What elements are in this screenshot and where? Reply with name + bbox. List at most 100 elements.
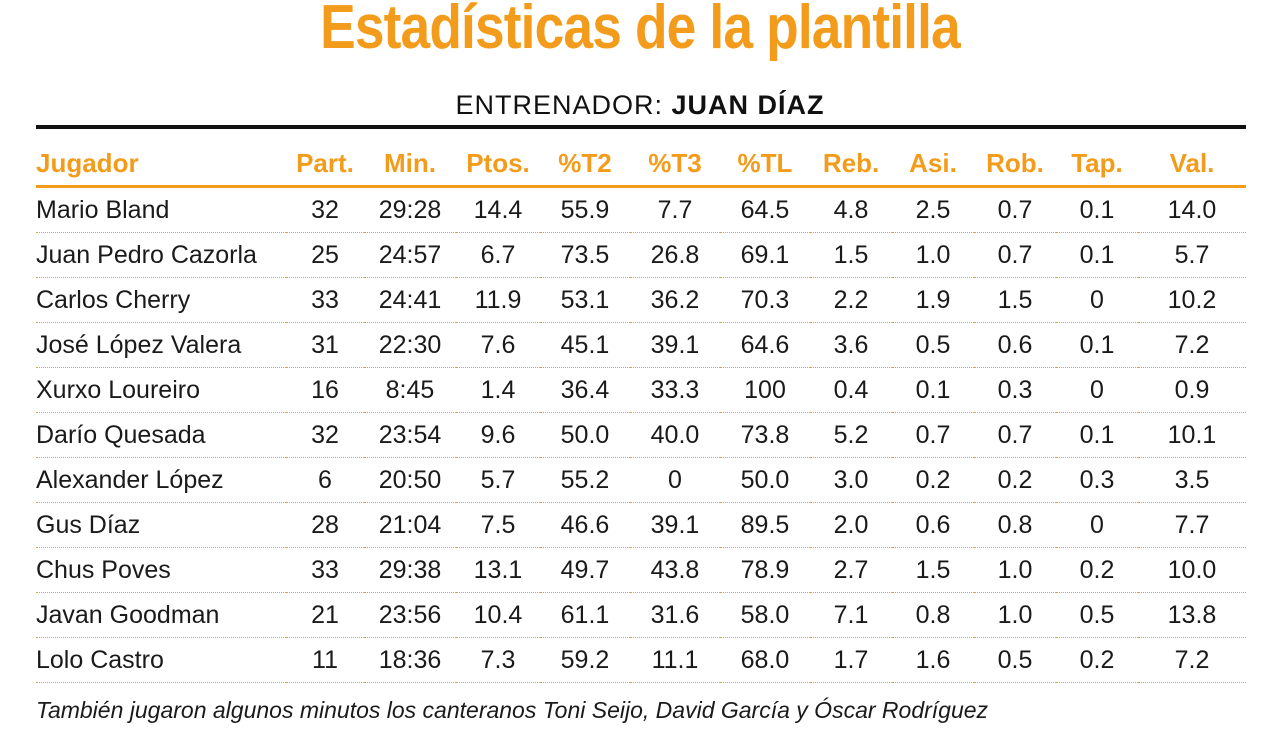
- cell-assists: 0.2: [892, 457, 974, 503]
- cell-t3-pct: 11.1: [630, 637, 720, 683]
- cell-minutes: 22:30: [364, 322, 456, 368]
- cell-minutes: 24:41: [364, 277, 456, 323]
- cell-minutes: 18:36: [364, 637, 456, 683]
- table-row: Gus Díaz 28 21:04 7.5 46.6 39.1 89.5 2.0 0.6 0.8 0…: [36, 502, 1246, 548]
- cell-rating: 13.8: [1138, 592, 1246, 638]
- cell-minutes: 23:54: [364, 412, 456, 458]
- cell-minutes: 8:45: [364, 367, 456, 413]
- table-row: Alexander López 6 20:50 5.7 55.2 0 50.0 3.0 0.2 0…: [36, 457, 1246, 503]
- coach-label: ENTRENADOR:: [455, 90, 663, 120]
- header-rebounds: Reb.: [810, 141, 892, 188]
- cell-ft-pct: 70.3: [720, 277, 810, 323]
- cell-ft-pct: 64.5: [720, 186, 810, 233]
- cell-points: 5.7: [456, 457, 540, 503]
- cell-rebounds: 3.0: [810, 457, 892, 503]
- cell-steals: 0.3: [974, 367, 1056, 413]
- cell-blocks: 0.1: [1056, 186, 1138, 233]
- cell-assists: 1.0: [892, 232, 974, 278]
- cell-t2-pct: 50.0: [540, 412, 630, 458]
- table-row: Lolo Castro 11 18:36 7.3 59.2 11.1 68.0 1.7 1.6 0…: [36, 637, 1246, 683]
- cell-rating: 10.0: [1138, 547, 1246, 593]
- cell-ft-pct: 78.9: [720, 547, 810, 593]
- cell-assists: 0.7: [892, 412, 974, 458]
- header-games: Part.: [286, 141, 364, 188]
- cell-rebounds: 1.5: [810, 232, 892, 278]
- cell-t2-pct: 45.1: [540, 322, 630, 368]
- cell-games: 33: [286, 547, 364, 593]
- coach-line: ENTRENADOR: JUAN DÍAZ: [0, 88, 1280, 122]
- cell-t2-pct: 61.1: [540, 592, 630, 638]
- cell-blocks: 0: [1056, 502, 1138, 548]
- cell-assists: 1.6: [892, 637, 974, 683]
- cell-blocks: 0.3: [1056, 457, 1138, 503]
- cell-points: 7.6: [456, 322, 540, 368]
- cell-player: Gus Díaz: [36, 502, 286, 548]
- cell-steals: 0.6: [974, 322, 1056, 368]
- cell-blocks: 0.1: [1056, 412, 1138, 458]
- header-minutes: Min.: [364, 141, 456, 188]
- cell-rating: 0.9: [1138, 367, 1246, 413]
- cell-player: Alexander López: [36, 457, 286, 503]
- cell-t3-pct: 43.8: [630, 547, 720, 593]
- header-rating: Val.: [1138, 141, 1246, 188]
- cell-ft-pct: 69.1: [720, 232, 810, 278]
- cell-player: Chus Poves: [36, 547, 286, 593]
- cell-points: 7.3: [456, 637, 540, 683]
- header-steals: Rob.: [974, 141, 1056, 188]
- footnote: También jugaron algunos minutos los cant…: [36, 697, 989, 723]
- cell-player: Javan Goodman: [36, 592, 286, 638]
- cell-ft-pct: 58.0: [720, 592, 810, 638]
- cell-games: 11: [286, 637, 364, 683]
- cell-t2-pct: 53.1: [540, 277, 630, 323]
- table-row: Chus Poves 33 29:38 13.1 49.7 43.8 78.9 2.7 1.5 1…: [36, 547, 1246, 593]
- cell-minutes: 24:57: [364, 232, 456, 278]
- cell-t3-pct: 0: [630, 457, 720, 503]
- cell-minutes: 20:50: [364, 457, 456, 503]
- cell-t2-pct: 49.7: [540, 547, 630, 593]
- cell-t2-pct: 36.4: [540, 367, 630, 413]
- cell-blocks: 0.5: [1056, 592, 1138, 638]
- cell-ft-pct: 73.8: [720, 412, 810, 458]
- table-row: Darío Quesada 32 23:54 9.6 50.0 40.0 73.8 5.2 0.…: [36, 412, 1246, 458]
- header-player: Jugador: [36, 141, 286, 188]
- cell-steals: 1.0: [974, 547, 1056, 593]
- cell-ft-pct: 68.0: [720, 637, 810, 683]
- cell-games: 31: [286, 322, 364, 368]
- table-row: Mario Bland 32 29:28 14.4 55.9 7.7 64.5 4.8 2.5 0…: [36, 186, 1246, 233]
- cell-assists: 0.5: [892, 322, 974, 368]
- cell-games: 32: [286, 412, 364, 458]
- cell-ft-pct: 89.5: [720, 502, 810, 548]
- cell-t3-pct: 40.0: [630, 412, 720, 458]
- cell-steals: 0.8: [974, 502, 1056, 548]
- cell-points: 7.5: [456, 502, 540, 548]
- cell-rating: 7.2: [1138, 322, 1246, 368]
- cell-minutes: 29:28: [364, 186, 456, 233]
- cell-player: Xurxo Loureiro: [36, 367, 286, 413]
- table-header: Jugador Part. Min. Ptos. %T2 %T3 %TL Reb. Asi. Ro…: [36, 141, 1246, 188]
- cell-blocks: 0.2: [1056, 547, 1138, 593]
- cell-minutes: 21:04: [364, 502, 456, 548]
- cell-rebounds: 3.6: [810, 322, 892, 368]
- cell-blocks: 0.2: [1056, 637, 1138, 683]
- cell-points: 6.7: [456, 232, 540, 278]
- cell-rating: 10.2: [1138, 277, 1246, 323]
- cell-blocks: 0.1: [1056, 322, 1138, 368]
- cell-assists: 1.5: [892, 547, 974, 593]
- table-row: Juan Pedro Cazorla 25 24:57 6.7 73.5 26.8 69.1…: [36, 232, 1246, 278]
- cell-blocks: 0: [1056, 367, 1138, 413]
- cell-rebounds: 2.7: [810, 547, 892, 593]
- cell-games: 32: [286, 186, 364, 233]
- cell-minutes: 29:38: [364, 547, 456, 593]
- cell-rating: 10.1: [1138, 412, 1246, 458]
- cell-rating: 7.7: [1138, 502, 1246, 548]
- cell-points: 11.9: [456, 277, 540, 323]
- cell-games: 16: [286, 367, 364, 413]
- cell-rebounds: 5.2: [810, 412, 892, 458]
- cell-rating: 5.7: [1138, 232, 1246, 278]
- page-title: Estadísticas de la plantilla: [320, 0, 961, 62]
- cell-rebounds: 2.2: [810, 277, 892, 323]
- cell-rebounds: 1.7: [810, 637, 892, 683]
- cell-t2-pct: 59.2: [540, 637, 630, 683]
- cell-ft-pct: 100: [720, 367, 810, 413]
- cell-rating: 7.2: [1138, 637, 1246, 683]
